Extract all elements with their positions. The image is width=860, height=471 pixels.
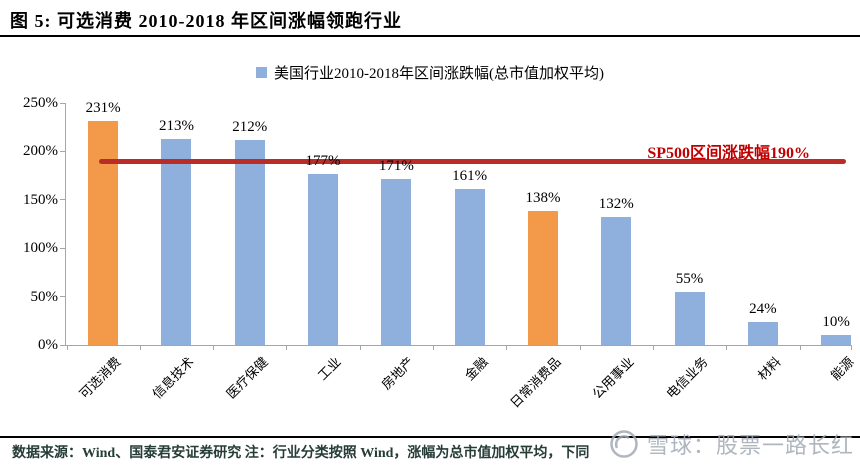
bar-日常消费品 <box>527 211 558 345</box>
x-axis-label-材料: 材料 <box>754 354 784 384</box>
x-axis-tick <box>359 346 361 350</box>
bar-value-label: 138% <box>525 190 561 207</box>
x-axis-tick <box>213 346 215 350</box>
watermark: 雪球：股票一路长红 <box>609 428 854 460</box>
x-axis-tick <box>579 346 581 350</box>
bar-value-label: 231% <box>85 100 121 117</box>
x-axis-tick <box>506 346 508 350</box>
bar-value-label: 132% <box>598 196 634 213</box>
legend-label: 美国行业2010-2018年区间涨跌幅(总市值加权平均) <box>274 66 604 82</box>
sp500-reference-label: SP500区间涨跌幅190% <box>647 145 810 163</box>
x-axis <box>65 345 852 346</box>
bar-房地产 <box>381 179 412 345</box>
bar-value-label: 213% <box>158 117 194 134</box>
y-axis-tick <box>60 102 65 104</box>
source-note: 数据来源：Wind、国泰君安证券研究 注：行业分类按照 Wind，涨幅为总市值加… <box>12 446 590 461</box>
x-axis-tick <box>66 346 68 350</box>
y-axis-tick <box>60 199 65 201</box>
y-axis-tick <box>60 296 65 298</box>
x-axis-label-能源: 能源 <box>827 354 857 384</box>
y-axis-tick <box>60 150 65 152</box>
y-axis-tick <box>60 247 65 249</box>
bar-医疗保健 <box>234 139 265 345</box>
x-axis-label-可选消费: 可选消费 <box>76 354 124 402</box>
y-axis-tick-label: 250% <box>23 95 58 111</box>
x-axis-tick <box>726 346 728 350</box>
x-axis-label-金融: 金融 <box>461 354 491 384</box>
x-axis-tick <box>433 346 434 350</box>
y-axis-tick-label: 200% <box>23 143 58 160</box>
bar-value-label: 212% <box>232 118 268 135</box>
x-axis-label-房地产: 房地产 <box>378 354 418 393</box>
y-axis-tick-label: 50% <box>30 288 59 305</box>
bar-可选消费 <box>88 121 119 345</box>
x-axis-label-工业: 工业 <box>314 354 344 384</box>
x-axis-label-信息技术: 信息技术 <box>149 354 198 402</box>
xueqiu-logo-icon <box>610 430 638 458</box>
bar-value-label: 55% <box>675 270 704 287</box>
bar-能源 <box>821 335 852 345</box>
chart-legend: 美国行业2010-2018年区间涨跌幅(总市值加权平均) <box>0 62 860 83</box>
figure-title: 图 5: 可选消费 2010-2018 年区间涨幅领跑行业 <box>10 11 402 31</box>
bar-value-label: 24% <box>749 300 777 317</box>
x-axis-tick <box>851 346 852 350</box>
title-divider <box>0 35 860 37</box>
y-axis-tick-label: 150% <box>23 191 58 208</box>
bar-value-label: 171% <box>378 158 414 175</box>
bar-value-label: 161% <box>452 168 488 185</box>
y-axis-tick-label: 0% <box>38 337 58 353</box>
bar-电信业务 <box>674 291 705 345</box>
legend-swatch-icon <box>256 67 267 78</box>
bar-工业 <box>308 173 339 345</box>
y-axis-tick-label: 100% <box>23 240 58 257</box>
bar-公用事业 <box>601 217 632 345</box>
x-axis-label-电信业务: 电信业务 <box>662 354 711 402</box>
x-axis-label-医疗保健: 医疗保健 <box>223 354 271 402</box>
bar-信息技术 <box>161 138 192 345</box>
bar-value-label: 177% <box>305 152 341 169</box>
x-axis-tick <box>286 346 288 350</box>
x-axis-label-日常消费品: 日常消费品 <box>507 354 564 411</box>
y-axis-tick <box>60 344 65 346</box>
footer-divider <box>0 436 860 438</box>
bar-value-label: 10% <box>822 314 850 331</box>
x-axis-tick <box>799 346 801 350</box>
x-axis-label-公用事业: 公用事业 <box>589 354 637 402</box>
sp500-reference-line <box>99 158 846 164</box>
watermark-text: 雪球：股票一路长红 <box>646 433 854 458</box>
x-axis-tick <box>652 346 654 350</box>
y-axis <box>65 103 66 346</box>
bar-材料 <box>747 321 778 345</box>
bar-金融 <box>454 189 485 345</box>
x-axis-tick <box>139 346 141 350</box>
